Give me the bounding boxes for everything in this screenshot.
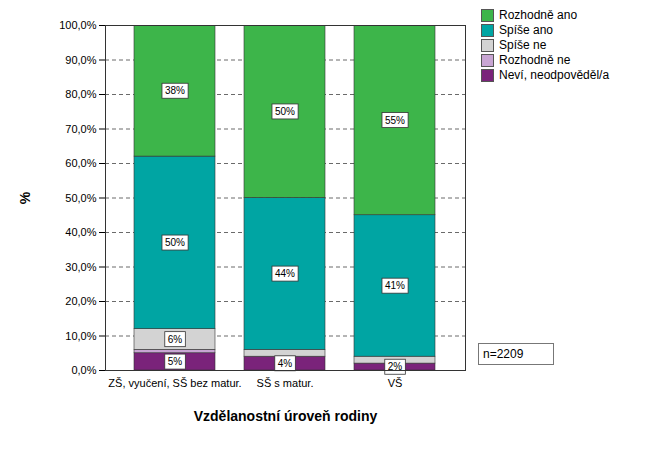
svg-text:Vzdělanostní úroveň rodiny: Vzdělanostní úroveň rodiny <box>194 408 378 424</box>
html-text:Spíše ano: Spíše ano <box>499 23 553 37</box>
svg-text:80,0%: 80,0% <box>65 88 96 100</box>
html-text:Rozhodně ne: Rozhodně ne <box>499 53 571 67</box>
svg-text:44%: 44% <box>275 268 295 279</box>
svg-text:0,0%: 0,0% <box>71 364 96 376</box>
svg-text:40,0%: 40,0% <box>65 226 96 238</box>
svg-text:60,0%: 60,0% <box>65 157 96 169</box>
svg-text:100,0%: 100,0% <box>59 19 97 31</box>
svg-text:50,0%: 50,0% <box>65 192 96 204</box>
html-text:Spíše ne: Spíše ne <box>499 38 547 52</box>
svg-text:38%: 38% <box>165 85 185 96</box>
svg-text:2%: 2% <box>387 361 403 373</box>
svg-text:41%: 41% <box>385 280 405 291</box>
svg-text:50%: 50% <box>165 237 185 248</box>
svg-text:10,0%: 10,0% <box>65 330 96 342</box>
html-text:Rozhodně ano: Rozhodně ano <box>499 8 578 22</box>
svg-text:%: % <box>17 191 33 204</box>
svg-text:20,0%: 20,0% <box>65 295 96 307</box>
svg-text:90,0%: 90,0% <box>65 54 96 66</box>
svg-text:5%: 5% <box>168 356 183 367</box>
svg-text:50%: 50% <box>275 106 295 117</box>
svg-text:SŠ s matur.: SŠ s matur. <box>257 377 314 389</box>
svg-text:6%: 6% <box>168 334 183 345</box>
html-text:n=2209: n=2209 <box>483 347 524 361</box>
svg-text:VŠ: VŠ <box>388 377 403 389</box>
svg-text:70,0%: 70,0% <box>65 123 96 135</box>
svg-text:55%: 55% <box>385 115 405 126</box>
svg-text:30,0%: 30,0% <box>65 261 96 273</box>
svg-text:ZŠ, vyučení, SŠ bez matur.: ZŠ, vyučení, SŠ bez matur. <box>108 377 241 389</box>
html-text:Neví, neodpověděl/a: Neví, neodpověděl/a <box>499 68 610 82</box>
svg-text:4%: 4% <box>278 358 293 369</box>
